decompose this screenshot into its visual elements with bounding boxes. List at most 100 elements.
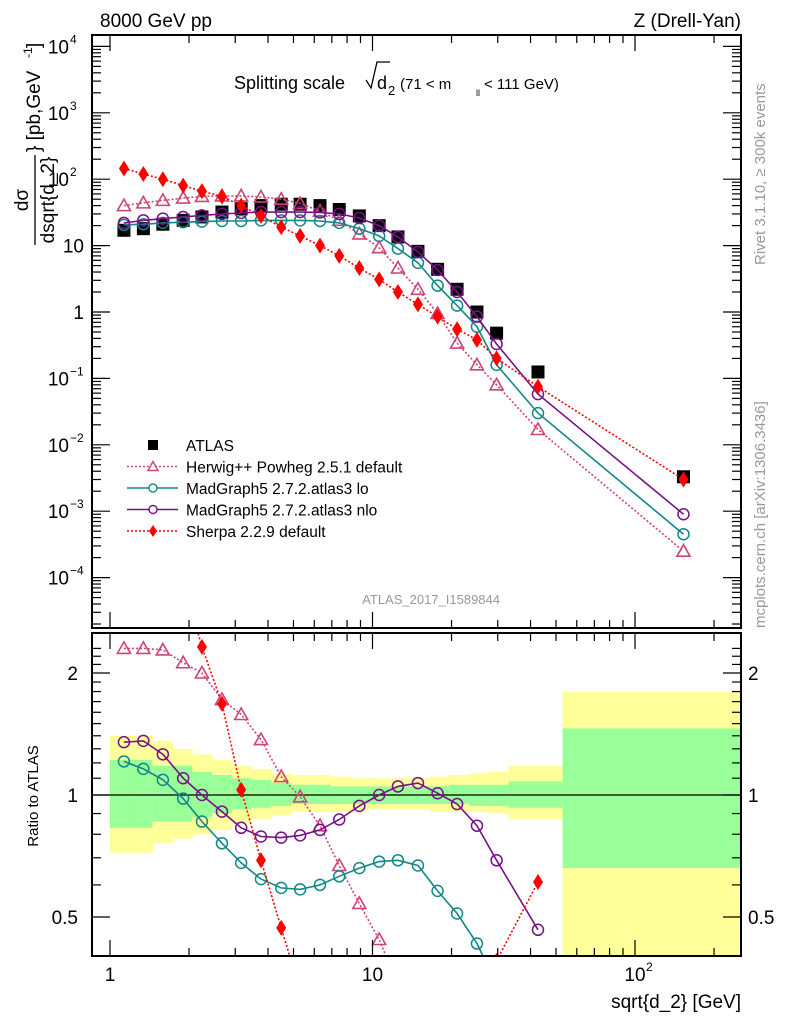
ratio-data-point [372, 855, 386, 868]
legend-marker-diamond [149, 525, 157, 537]
data-point [236, 197, 247, 214]
ratio-band-inner [133, 760, 153, 828]
data-point [196, 183, 207, 200]
y-tick-label-exponent: −1 [70, 364, 84, 378]
data-point [470, 310, 484, 323]
ratio-data-point [470, 819, 484, 832]
ratio-data-point [176, 792, 190, 805]
data-point [470, 305, 484, 319]
legend-marker-circle [148, 483, 158, 493]
ratio-data-point [255, 852, 266, 869]
data-point [531, 406, 545, 420]
ratio-band-inner [110, 760, 135, 828]
ratio-data-point [117, 755, 131, 768]
ratio-y-tick-label-right: 1 [748, 786, 759, 807]
ratio-data-point [273, 768, 290, 783]
data-point [677, 527, 690, 541]
ratio-data-point [450, 797, 464, 811]
data-point [678, 471, 689, 488]
y-tick-label-exponent: 4 [70, 32, 77, 46]
x-tick-label: 10 [362, 965, 383, 986]
sqrt-symbol [365, 61, 390, 90]
data-point [412, 296, 423, 313]
ratio-data-point [332, 870, 346, 883]
ratio-data-point [195, 815, 209, 828]
rivet-label: Rivet 3.1.10, ≥ 300k events [752, 83, 769, 265]
data-point [157, 171, 168, 188]
ratio-data-point [332, 813, 346, 826]
data-point [432, 308, 443, 325]
data-point [117, 216, 131, 230]
data-point [293, 214, 307, 227]
ratio-series-madgraph5-2-7-2-atlas3-nlo [117, 734, 545, 937]
data-point [332, 216, 346, 230]
data-point [215, 207, 229, 221]
ratio-data-point [254, 830, 268, 843]
ratio-y-axis-label: Ratio to ATLAS [25, 745, 42, 846]
y-tick-label: 10 [48, 436, 69, 457]
y-tick-label-exponent: 3 [70, 99, 77, 113]
data-point [273, 191, 290, 205]
title-cut-sub: ll [476, 88, 480, 98]
ylabel-units-end: ] [24, 43, 45, 48]
ratio-data-point [391, 780, 405, 793]
data-point [392, 284, 403, 301]
ratio-band-inner [251, 779, 272, 808]
ratio-data-point [135, 640, 152, 655]
data-point [677, 507, 690, 521]
data-point [138, 165, 149, 182]
data-point [135, 194, 152, 209]
ratio-series-herwig-powheg-2-5-1-default [116, 640, 388, 956]
ratio-data-point [254, 872, 268, 886]
series-madgraph5-2-7-2-atlas3-nlo [117, 205, 690, 521]
data-point [532, 378, 543, 395]
series-herwig-powheg-2-5-1-default [116, 187, 692, 557]
legend-entry: Herwig++ Powheg 2.5.1 default [127, 460, 403, 477]
data-point [195, 209, 209, 222]
ratio-y-tick-label-right: 2 [748, 664, 759, 685]
data-point [216, 188, 227, 205]
main-series [116, 160, 692, 557]
title-sqrt-var: d [377, 73, 387, 93]
data-point [531, 365, 545, 379]
title-cut-end: < 111 GeV) [484, 76, 559, 93]
series-line [123, 195, 685, 552]
data-point [390, 259, 406, 274]
data-point [331, 212, 348, 227]
data-point [469, 356, 485, 371]
y-tick-label: 10 [48, 569, 69, 590]
data-point [374, 271, 385, 288]
data-point [354, 259, 365, 276]
data-point [332, 202, 346, 216]
ratio-data-point [313, 878, 327, 892]
data-point [371, 239, 388, 254]
ratio-data-point [531, 923, 545, 937]
legend-marker-triangle [146, 460, 160, 472]
y-tick-label: 10 [48, 37, 69, 58]
ratio-data-point [293, 883, 307, 896]
title-main: Splitting scale [234, 73, 345, 93]
ratio-data-point [371, 931, 388, 946]
y-tick-label-exponent: 2 [70, 165, 77, 179]
ratio-series-sherpa-2-2-9-default [196, 633, 543, 956]
y-tick-label: 10 [63, 237, 84, 258]
ratio-band-inner [212, 775, 233, 814]
data-point [175, 189, 192, 204]
ratio-series-line [123, 760, 484, 956]
legend-label: Sherpa 2.2.9 default [186, 524, 326, 541]
ratio-data-point [293, 829, 307, 842]
series-madgraph5-2-7-2-atlas3-lo [117, 214, 690, 541]
y-tick-label: 10 [48, 104, 69, 125]
ratio-data-point [274, 881, 288, 895]
plot-title: Splitting scale d 2 (71 < m ll < 111 GeV… [234, 61, 559, 98]
x-tick-label: 10 [624, 965, 645, 986]
analysis-id: ATLAS_2017_I1589844 [362, 592, 500, 607]
ratio-y-tick-label: 0.5 [52, 908, 78, 929]
ratio-data-point [351, 895, 368, 910]
series-line [123, 219, 685, 535]
ratio-data-point [215, 837, 229, 850]
data-point [215, 214, 229, 228]
data-point [137, 214, 150, 227]
header-right: Z (Drell-Yan) [634, 11, 741, 32]
